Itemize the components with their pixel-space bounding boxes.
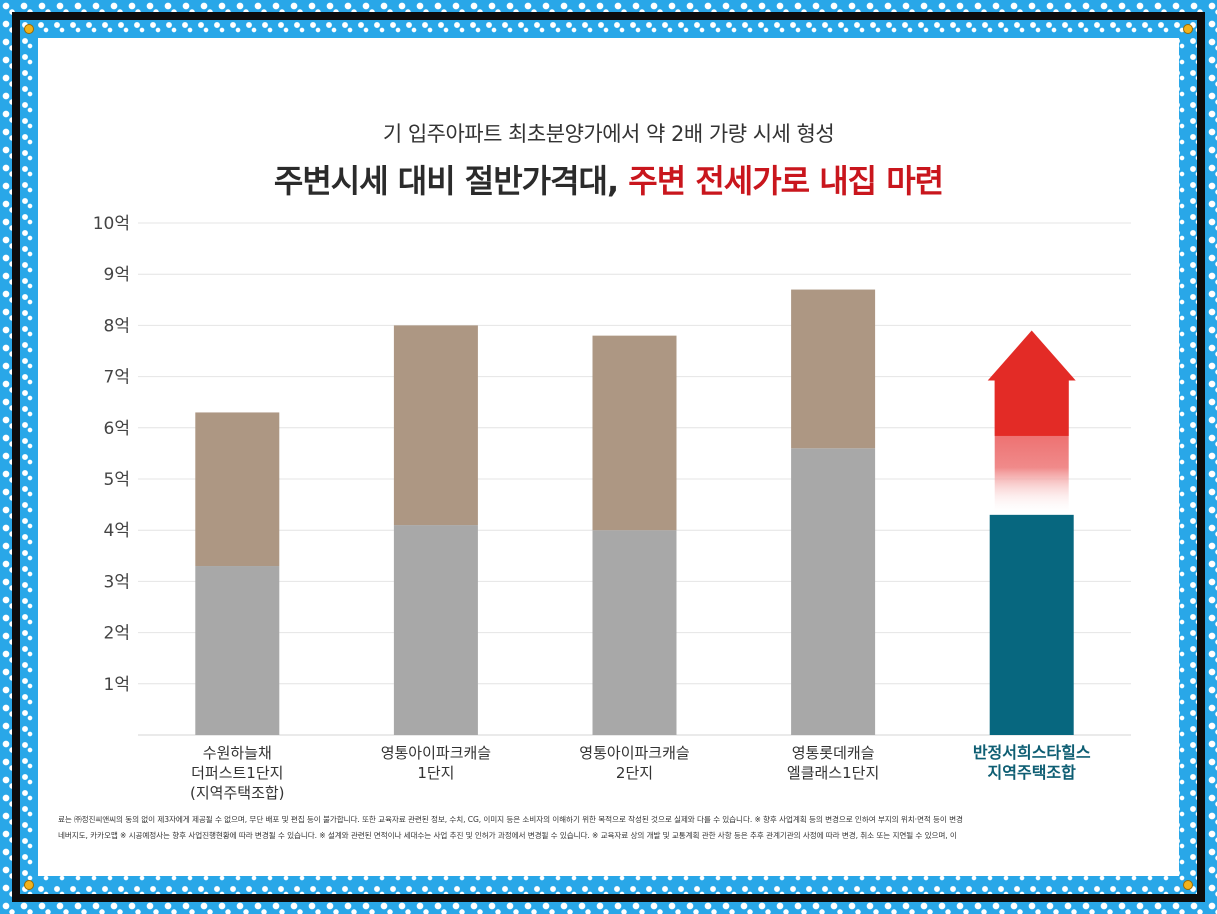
chart-title-part1: 주변시세 대비 절반가격대, — [273, 162, 629, 200]
bar-base-segment — [393, 525, 478, 735]
x-category-label: 영통아이파크캐슬 1단지 — [381, 744, 491, 782]
y-tick-label: 8억 — [104, 316, 130, 336]
bar-top-segment — [195, 412, 280, 567]
x-category-label: 영통아이파크캐슬 2단지 — [579, 744, 689, 782]
y-tick-label: 9억 — [104, 265, 130, 285]
y-tick-label: 6억 — [104, 419, 130, 439]
corner-stud — [24, 880, 34, 890]
bar-base-segment — [592, 530, 677, 735]
bar-top-segment — [791, 289, 876, 449]
disclaimer-line-2: 네버지도, 카카오맵 ※ 시공예정사는 향후 사업진행현황에 따라 변경될 수 … — [58, 831, 957, 840]
y-tick-label: 7억 — [104, 368, 130, 388]
y-tick-label: 10억 — [93, 214, 130, 234]
corner-stud — [1183, 880, 1193, 890]
bar-top-segment — [592, 335, 677, 531]
corner-stud — [24, 24, 34, 34]
x-category-label: 반정서희스타힐스 지역주택조합 — [973, 743, 1091, 782]
x-category-label: 수원하늘채 더퍼스트1단지 (지역주택조합) — [190, 744, 285, 802]
arrow-shaft-upper — [994, 379, 1069, 436]
bar-highlight — [989, 514, 1074, 735]
y-tick-label: 3억 — [104, 572, 130, 592]
corner-stud — [1183, 24, 1193, 34]
bar-top-segment — [393, 325, 478, 526]
chart-title: 주변시세 대비 절반가격대, 주변 전세가로 내집 마련 — [38, 156, 1179, 202]
y-tick-label: 5억 — [104, 470, 130, 490]
y-tick-label: 1억 — [104, 675, 130, 695]
disclaimer-line-1: 료는 ㈜정진씨앤씨의 동의 없이 제3자에게 제공될 수 없으며, 무단 배포 … — [58, 815, 963, 824]
chart-panel: 기 입주아파트 최초분양가에서 약 2배 가량 시세 형성 주변시세 대비 절반… — [38, 38, 1179, 876]
x-category-label: 영통롯데캐슬 엘클래스1단지 — [787, 744, 879, 782]
bar-base-segment — [195, 566, 280, 735]
y-tick-label: 2억 — [104, 624, 130, 644]
chart-subtitle: 기 입주아파트 최초분양가에서 약 2배 가량 시세 형성 — [382, 122, 835, 146]
chart-title-part2: 주변 전세가로 내집 마련 — [628, 162, 944, 200]
bar-base-segment — [791, 448, 876, 735]
y-tick-label: 4억 — [104, 521, 130, 541]
arrow-head — [987, 330, 1076, 381]
